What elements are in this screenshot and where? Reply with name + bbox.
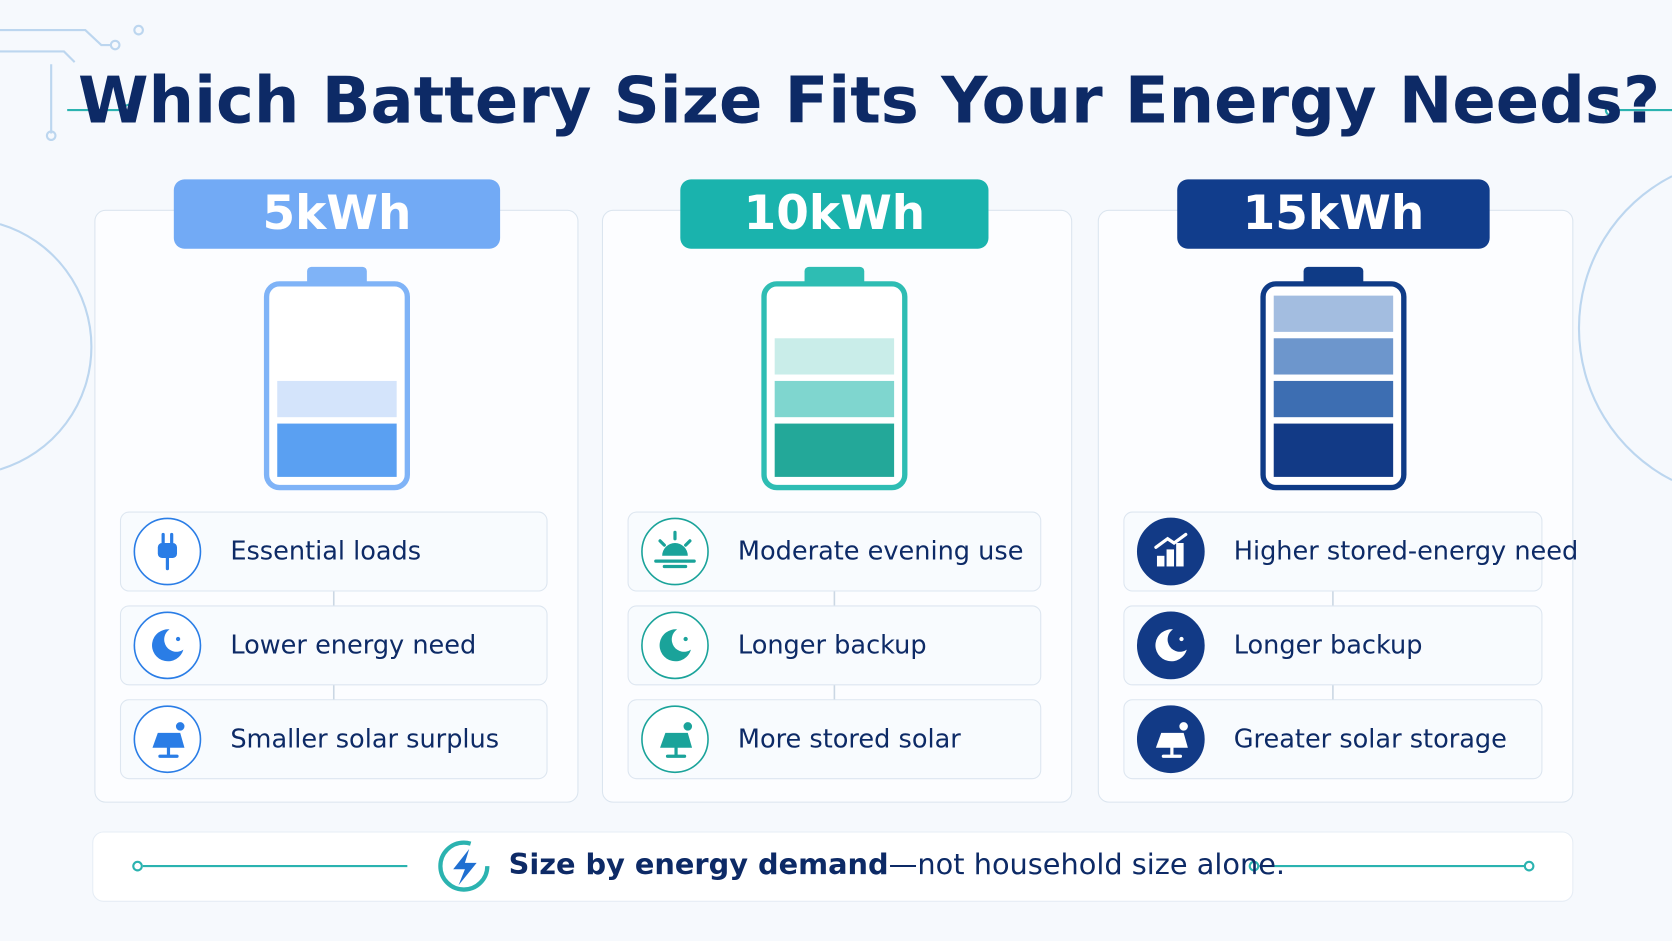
icon-shape (1166, 549, 1175, 567)
card: 15kWh Higher stored-energy need Longer bac… (1097, 179, 1579, 803)
feature-row (1123, 605, 1543, 686)
icon-shape (157, 543, 178, 558)
size-label: 15kWh (1243, 186, 1425, 241)
size-badge (1177, 179, 1490, 249)
icon-shape (659, 629, 691, 662)
feature-label: Longer backup (738, 630, 927, 660)
feature-icon-bg (133, 611, 202, 680)
battery-level (277, 423, 397, 477)
feature-label: Essential loads (230, 537, 421, 567)
icon-shape (662, 543, 688, 556)
feature-label: Greater solar storage (1234, 724, 1507, 754)
battery-level (774, 338, 895, 375)
icon-shape (1154, 532, 1188, 549)
icon-shape (158, 746, 179, 758)
feature-label: Smaller solar surplus (230, 724, 499, 754)
footer-rest: —not household size alone. (889, 847, 1285, 881)
icon-shape (161, 532, 174, 571)
icon-shape (152, 629, 184, 662)
icon-shape (1156, 555, 1165, 567)
decor (0, 24, 1672, 482)
battery-level (774, 380, 895, 418)
icon-shape (1179, 636, 1184, 642)
feature-label: Moderate evening use (738, 537, 1024, 567)
icon-shape (175, 636, 181, 642)
icon-shape (175, 722, 185, 731)
icon-shape (660, 732, 693, 748)
icon-shape (1161, 746, 1183, 758)
feature-row (119, 511, 548, 592)
title: Which Battery Size Fits Your Energy Need… (78, 64, 1660, 138)
footer-text: Size by energy demand—not household size… (509, 847, 1285, 881)
bolt-icon (438, 840, 490, 892)
feature-row (1123, 511, 1543, 592)
size-label: 10kWh (744, 186, 926, 241)
battery-level (277, 380, 397, 418)
size-badge (680, 179, 989, 249)
battery-level (1273, 380, 1394, 418)
feature-label: Lower energy need (230, 630, 476, 660)
feature-label: Longer backup (1234, 630, 1423, 660)
icon-shape (1155, 629, 1187, 662)
cards: 5kWh Essential loads Lower energy need Smal… (94, 179, 1579, 803)
feature-label: More stored solar (738, 724, 961, 754)
card: 10kWh Moderate evening use Longer backup Mo… (601, 179, 1073, 803)
footer-lines (132, 860, 1535, 872)
icon-shape (665, 746, 687, 758)
card: 5kWh Essential loads Lower energy need Smal… (94, 179, 579, 803)
feature-label: Higher stored-energy need (1234, 537, 1579, 567)
battery-level (1273, 295, 1394, 332)
feature-row (627, 605, 1042, 686)
feature-row (119, 605, 548, 686)
battery-level (1273, 338, 1394, 375)
icon-shape (1176, 543, 1184, 567)
feature-icon-bg (641, 611, 709, 680)
feature-row (627, 699, 1042, 780)
icon-shape (1179, 722, 1188, 731)
size-badge (173, 179, 501, 249)
footer-emphasis: Size by energy demand (509, 847, 889, 881)
feature-row (1123, 699, 1543, 780)
battery-level (774, 423, 895, 477)
feature-icon-bg (1136, 611, 1205, 680)
icon-shape (654, 530, 696, 569)
footer-box (92, 831, 1574, 902)
size-label: 5kWh (262, 186, 411, 241)
icon-shape (152, 732, 185, 748)
icon-shape (683, 722, 693, 731)
feature-row (627, 511, 1042, 592)
battery-level (1273, 423, 1394, 477)
icon-shape (683, 636, 688, 642)
icon-shape (1155, 732, 1188, 748)
feature-row (119, 699, 548, 780)
